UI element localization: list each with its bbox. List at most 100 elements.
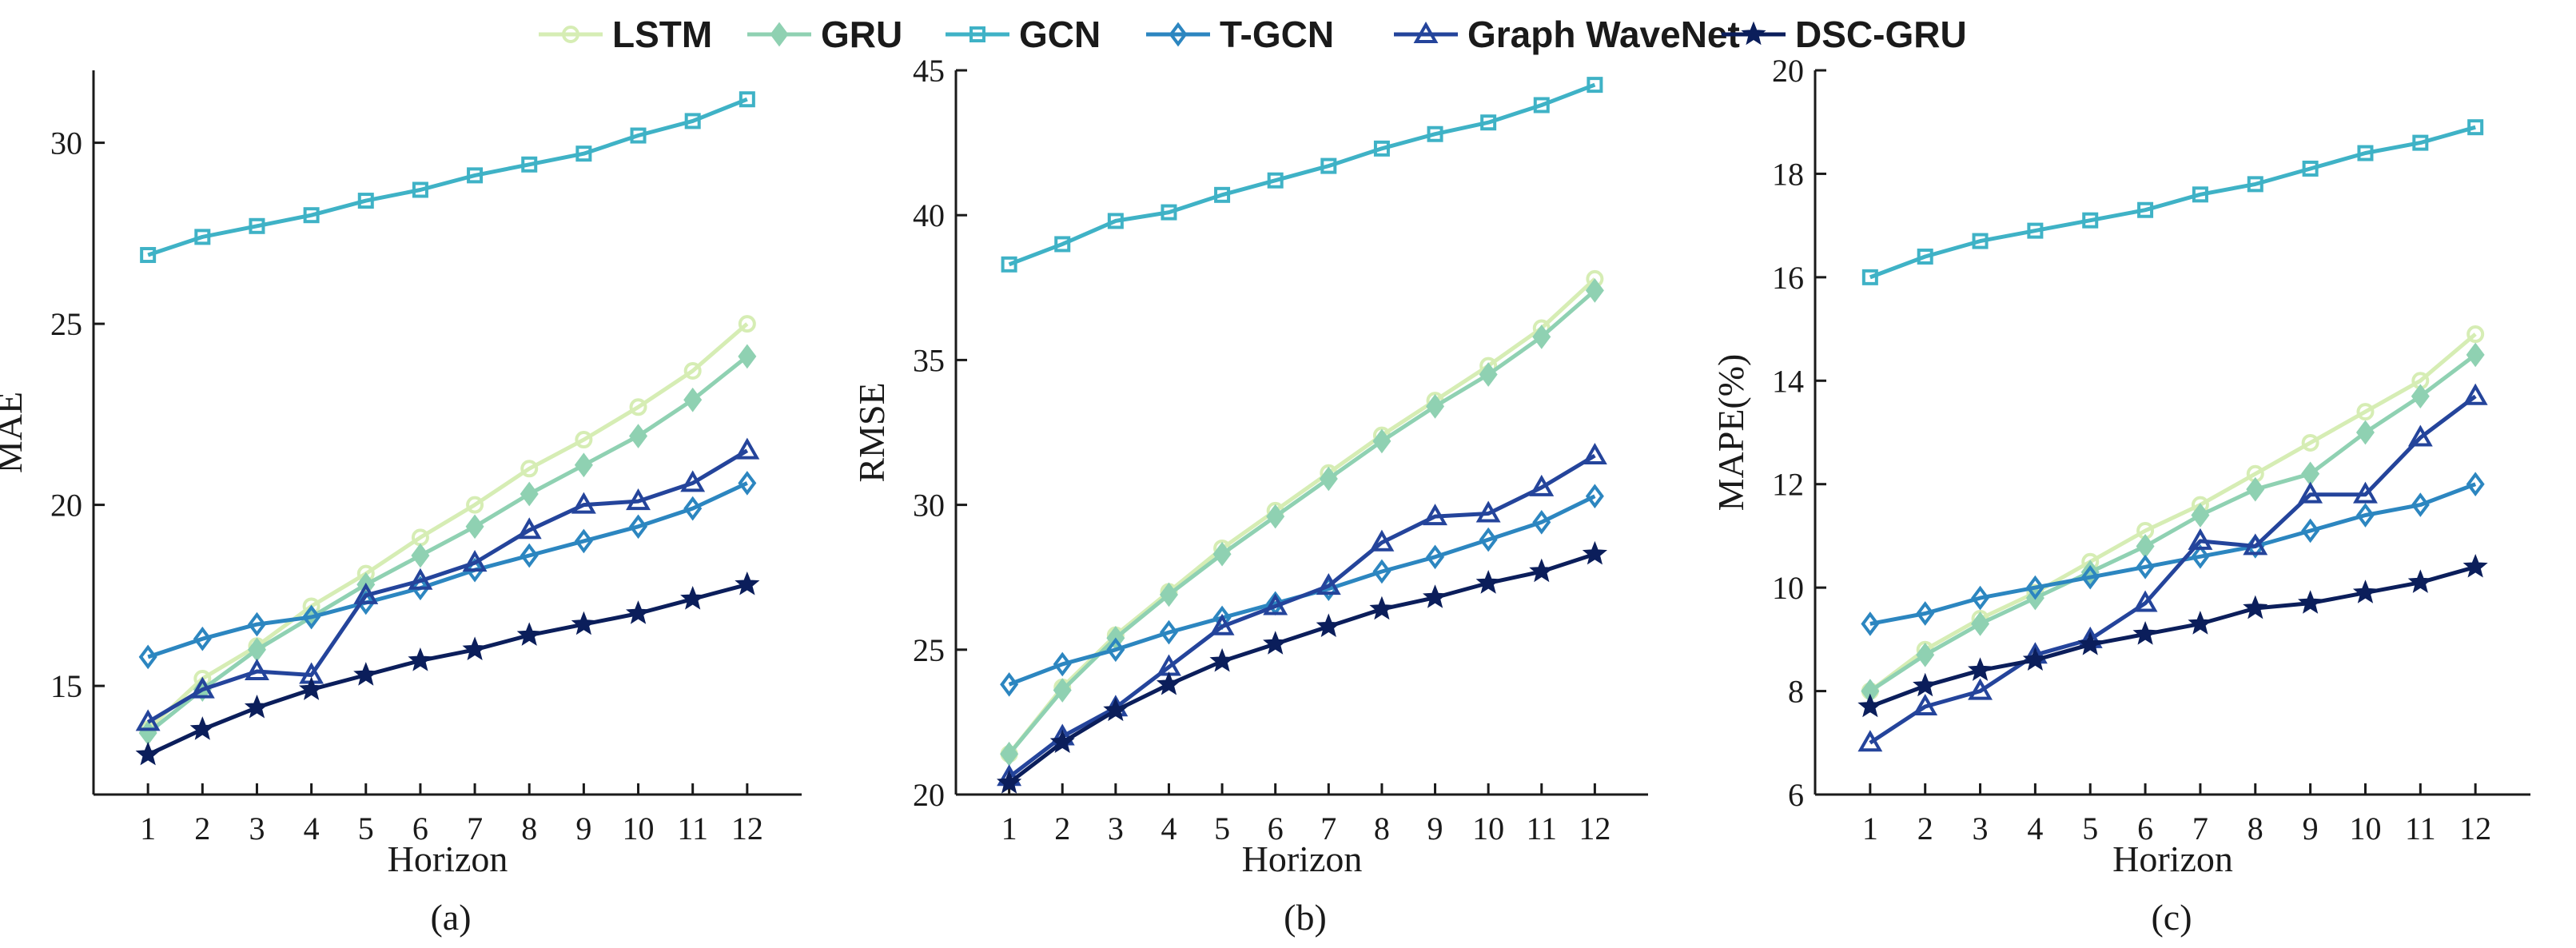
x-tick-label: 5 [2082, 811, 2098, 846]
series-line-gru [1869, 353, 2477, 693]
y-tick-label: 30 [913, 488, 945, 524]
data-point-t-gcn [1971, 585, 1990, 611]
data-point-dsc-gru [735, 571, 760, 595]
data-point-gru [574, 452, 593, 478]
y-tick-label: 35 [913, 342, 945, 378]
data-point-graph-wavenet [408, 568, 433, 590]
data-point-lstm [2467, 325, 2485, 344]
data-point-gru [2466, 342, 2485, 368]
legend-label-t-gcn: T-GCN [1220, 14, 1334, 55]
data-point-gcn [2357, 145, 2374, 161]
data-point-graph-wavenet [2132, 590, 2158, 612]
data-point-dsc-gru [1529, 558, 1555, 583]
data-point-t-gcn [138, 644, 157, 670]
legend-marker-graph-wavenet [1413, 21, 1439, 43]
series-line-graph-wavenet [1869, 394, 2477, 745]
x-tick-label: 10 [2349, 811, 2381, 846]
data-point-dsc-gru [1049, 729, 1075, 754]
data-point-gru [683, 387, 703, 412]
data-point-gru [2411, 384, 2430, 409]
data-point-lstm [683, 361, 702, 380]
data-point-gcn [2082, 212, 2099, 229]
x-tick-label: 7 [1320, 811, 1336, 846]
data-point-dsc-gru [135, 741, 161, 766]
data-point-gru [1159, 582, 1178, 607]
data-point-dsc-gru [1475, 570, 1501, 594]
x-tick-label: 1 [1862, 811, 1878, 846]
data-point-gru [2301, 461, 2320, 487]
data-point-gcn [575, 145, 592, 162]
data-point-graph-wavenet [353, 582, 379, 604]
legend-item-graph-wavenet: Graph WaveNet [1394, 14, 1740, 55]
x-tick-label: 2 [194, 811, 210, 846]
series-gru [138, 344, 757, 746]
data-point-gru [1212, 541, 1232, 567]
data-point-lstm [738, 315, 756, 333]
series-gcn [1001, 77, 1603, 273]
series-line-gru [146, 354, 749, 735]
data-point-t-gcn [411, 576, 430, 601]
data-point-dsc-gru [244, 694, 269, 719]
y-tick-label: 45 [913, 53, 945, 89]
data-point-t-gcn [1000, 671, 1019, 697]
data-point-dsc-gru [462, 636, 488, 661]
data-point-graph-wavenet [516, 517, 542, 540]
data-point-gcn [521, 156, 538, 173]
y-tick-label: 25 [50, 306, 82, 342]
data-point-gru [2136, 534, 2155, 559]
data-point-t-gcn [2355, 503, 2375, 528]
legend-item-lstm: LSTM [539, 14, 712, 55]
legend-label-graph-wavenet: Graph WaveNet [1467, 14, 1740, 55]
data-point-gcn [467, 167, 484, 184]
data-point-gru [1426, 394, 1445, 419]
data-point-graph-wavenet [2463, 383, 2488, 405]
x-tick-label: 7 [2192, 811, 2208, 846]
data-point-t-gcn [2080, 564, 2100, 590]
y-axis-label: MAE [0, 392, 30, 473]
y-tick-label: 8 [1788, 674, 1804, 710]
series-t-gcn [138, 471, 757, 670]
data-point-graph-wavenet [1529, 474, 1555, 496]
x-tick-label: 3 [1108, 811, 1124, 846]
x-tick-label: 12 [731, 811, 763, 846]
series-gru [1861, 342, 2485, 703]
data-point-dsc-gru [516, 622, 542, 646]
data-point-dsc-gru [2022, 647, 2048, 671]
y-axis-label: RMSE [851, 382, 892, 482]
legend-marker-gru [770, 22, 789, 47]
data-point-t-gcn [1916, 601, 1935, 626]
series-lstm [139, 315, 756, 739]
data-point-graph-wavenet [245, 658, 269, 680]
series-lstm [1000, 269, 1604, 763]
legend-label-lstm: LSTM [612, 14, 712, 55]
series-dsc-gru [135, 571, 760, 766]
series-gcn [1861, 119, 2484, 285]
series-line-t-gcn [1008, 494, 1596, 687]
data-point-graph-wavenet [735, 437, 760, 460]
x-tick-label: 3 [1973, 811, 1989, 846]
data-point-dsc-gru [571, 611, 597, 635]
data-point-t-gcn [2411, 492, 2430, 517]
x-tick-label: 6 [2137, 811, 2153, 846]
data-point-graph-wavenet [135, 709, 161, 731]
data-point-gcn [357, 193, 374, 209]
legend-item-dsc-gru: DSC-GRU [1722, 14, 1967, 55]
data-point-gru [738, 344, 757, 369]
data-point-t-gcn [2466, 472, 2485, 497]
x-tick-label: 2 [1917, 811, 1933, 846]
x-tick-label: 11 [677, 811, 708, 846]
x-tick-label: 12 [2459, 811, 2491, 846]
data-point-gcn [1587, 77, 1603, 94]
data-point-gcn [140, 247, 157, 264]
legend-marker-gcn [969, 26, 985, 42]
x-tick-label: 8 [521, 811, 537, 846]
x-tick-label: 10 [1472, 811, 1504, 846]
legend-label-gru: GRU [821, 14, 902, 55]
data-point-t-gcn [520, 543, 539, 568]
y-tick-label: 20 [913, 777, 945, 813]
data-point-gru [1372, 428, 1392, 454]
data-point-t-gcn [683, 496, 703, 521]
y-tick-label: 16 [1772, 260, 1804, 296]
panel-caption: (a) [430, 897, 471, 938]
x-tick-label: 4 [2027, 811, 2043, 846]
